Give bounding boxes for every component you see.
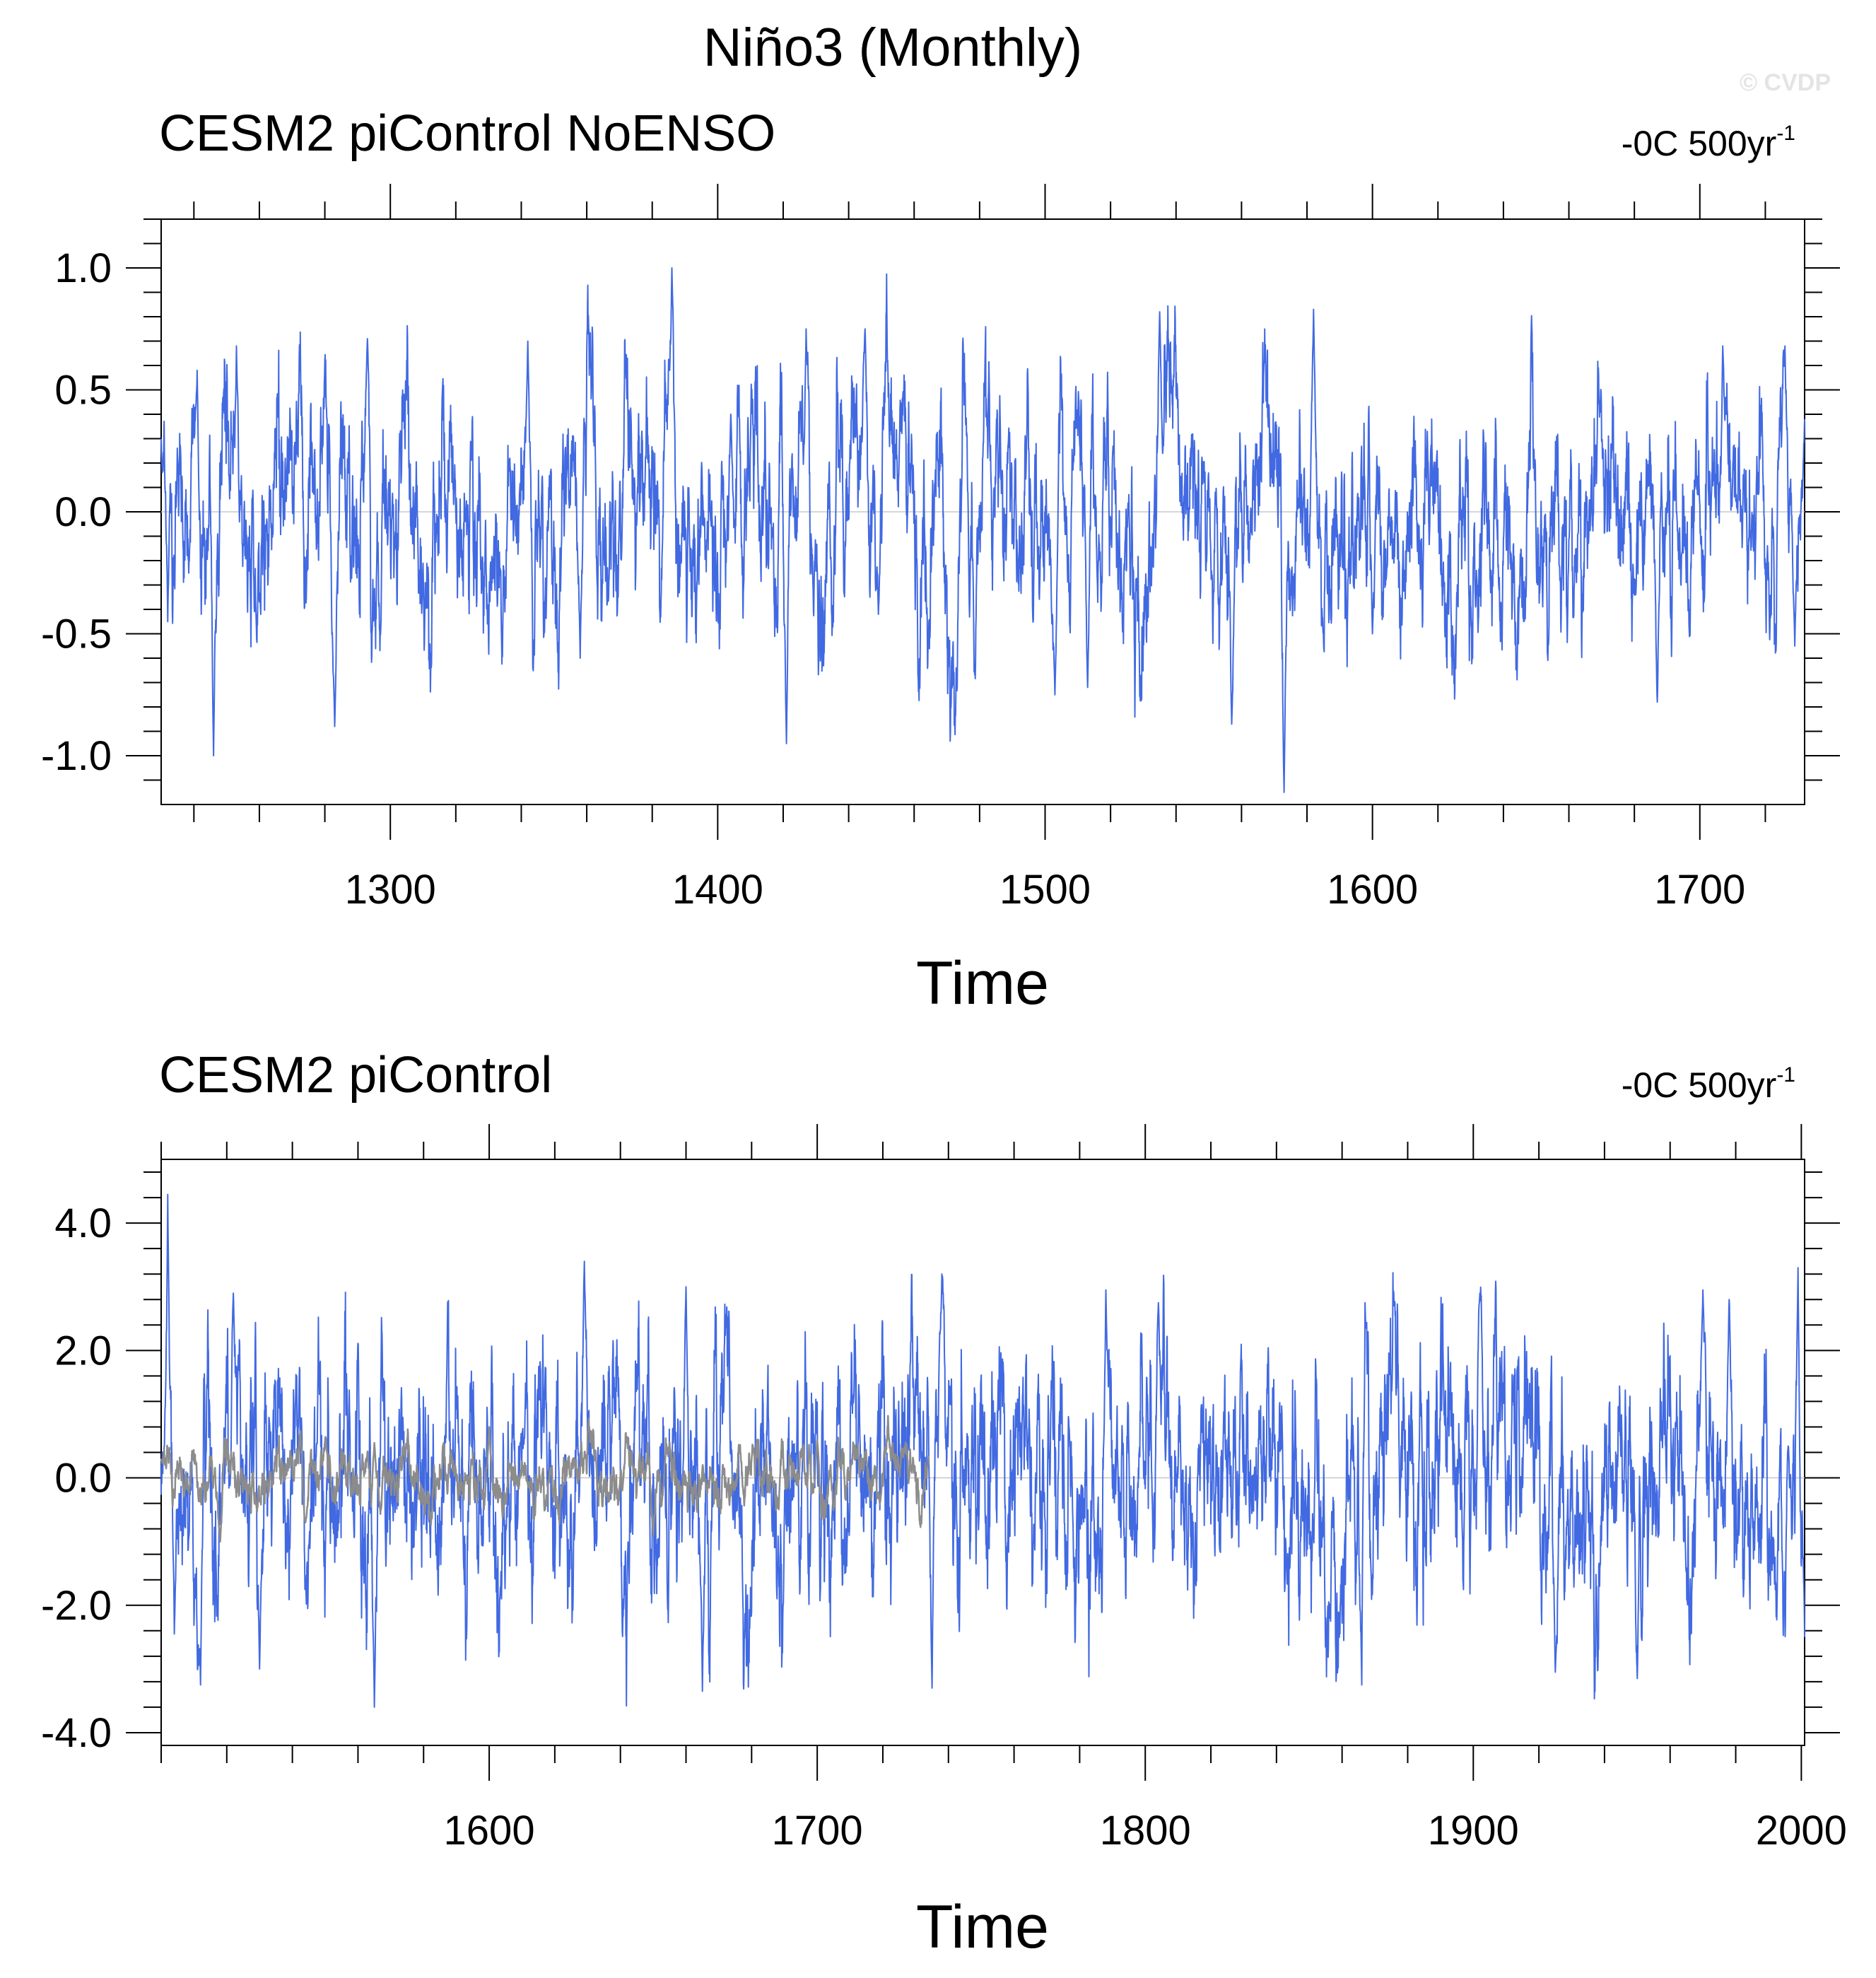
y-axis-tick-labels: -1.0 -0.5 0.0 0.5 1.0 [41,245,112,779]
x-tick-label: 1400 [672,867,763,913]
watermark: © CVDP [1740,69,1831,96]
x-axis-label: Time [916,1893,1049,1961]
panel-noenso: CESM2 piControl NoENSO -0C 500yr-1 -1.0-… [41,105,1840,1017]
x-tick-label: 1700 [1654,867,1745,913]
y-tick-label: 0.5 [54,368,112,414]
y-tick-label: -1.0 [41,733,112,779]
x-tick-label: 1700 [772,1808,863,1854]
trend-value: -0C 500yr [1622,124,1777,163]
y-tick-label: 0.0 [54,489,112,535]
trend-value: -0C 500yr [1622,1065,1777,1105]
trend-superscript: -1 [1776,122,1795,145]
axis-ticks [126,184,1840,840]
x-tick-label: 1900 [1428,1808,1519,1854]
series-line-noenso [160,267,1805,793]
trend-label: -0C 500yr-1 [1622,122,1795,163]
x-tick-label: 1300 [345,867,436,913]
x-tick-label: 1600 [1327,867,1418,913]
panel-picontrol: CESM2 piControl -0C 500yr-1 -4.0 -2.0 0.0 2… [41,1047,1847,1961]
y-tick-label: -4.0 [41,1710,112,1756]
y-tick-label: -0.5 [41,611,112,657]
x-axis-tick-labels: 1300 1400 1500 1600 1700 [345,867,1746,913]
series-line-noenso-overlay [160,1415,930,1543]
y-tick-label: -2.0 [41,1583,112,1629]
axis-ticks [126,1124,1840,1781]
trend-superscript: -1 [1776,1063,1795,1087]
x-tick-label: 1800 [1100,1808,1191,1854]
x-axis-label: Time [916,949,1049,1017]
panel-title: CESM2 piControl [159,1047,552,1104]
y-tick-label: 2.0 [54,1328,112,1374]
x-tick-label: 2000 [1756,1808,1847,1854]
y-tick-label: 1.0 [54,245,112,291]
panel-title: CESM2 piControl NoENSO [159,105,775,162]
y-tick-label: 4.0 [54,1200,112,1246]
x-tick-label: 1500 [999,867,1091,913]
y-tick-label: 0.0 [54,1456,112,1502]
figure-title: Niño3 (Monthly) [703,18,1082,78]
x-axis-tick-labels: 1600 1700 1800 1900 2000 [444,1808,1847,1854]
y-axis-tick-labels: -4.0 -2.0 0.0 2.0 4.0 [41,1200,112,1756]
x-tick-label: 1600 [444,1808,535,1854]
trend-label: -0C 500yr-1 [1622,1063,1795,1105]
